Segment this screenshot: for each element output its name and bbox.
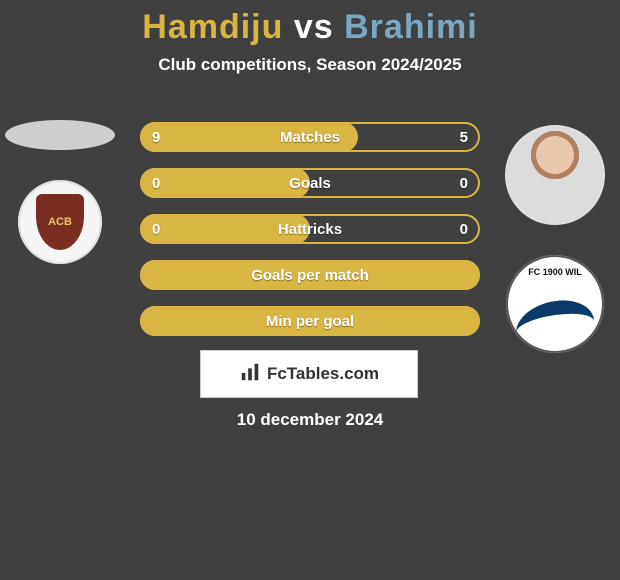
stat-label: Hattricks — [140, 214, 480, 244]
stat-label: Matches — [140, 122, 480, 152]
stat-row: Goals0 0 — [140, 168, 480, 198]
stat-value-left: 0 — [152, 214, 160, 244]
player1-club-badge-text: ACB — [36, 194, 84, 250]
stat-value-left: 0 — [152, 168, 160, 198]
stat-label: Goals — [140, 168, 480, 198]
player2-club-badge-swoosh — [516, 296, 594, 339]
title-vs: vs — [294, 8, 334, 46]
player2-club-badge: FC 1900 WIL — [506, 255, 604, 353]
stat-label: Goals per match — [140, 260, 480, 290]
title-player2: Brahimi — [344, 8, 478, 46]
stat-row: Matches9 5 — [140, 122, 480, 152]
comparison-subtitle: Club competitions, Season 2024/2025 — [0, 55, 620, 75]
player1-avatar — [5, 120, 115, 150]
stat-label: Min per goal — [140, 306, 480, 336]
left-player-column: ACB — [0, 120, 120, 264]
player2-avatar — [505, 125, 605, 225]
stat-row: Min per goal — [140, 306, 480, 336]
bar-chart-icon — [239, 361, 261, 388]
stat-value-right: 5 — [460, 122, 468, 152]
watermark: FcTables.com — [200, 350, 418, 398]
watermark-text: FcTables.com — [267, 364, 379, 384]
player2-club-badge-text: FC 1900 WIL — [506, 267, 604, 277]
stat-value-right: 0 — [460, 168, 468, 198]
stat-value-right: 0 — [460, 214, 468, 244]
player1-club-badge: ACB — [18, 180, 102, 264]
title-player1: Hamdiju — [142, 8, 283, 46]
stats-bars-container: Matches95Goals00Hattricks00Goals per mat… — [140, 122, 480, 352]
stat-value-left: 9 — [152, 122, 160, 152]
infographic-date: 10 december 2024 — [0, 410, 620, 430]
stat-row: Hattricks0 0 — [140, 214, 480, 244]
right-player-column: FC 1900 WIL — [500, 125, 610, 353]
stat-row: Goals per match — [140, 260, 480, 290]
comparison-title: Hamdiju vs Brahimi — [0, 0, 620, 47]
